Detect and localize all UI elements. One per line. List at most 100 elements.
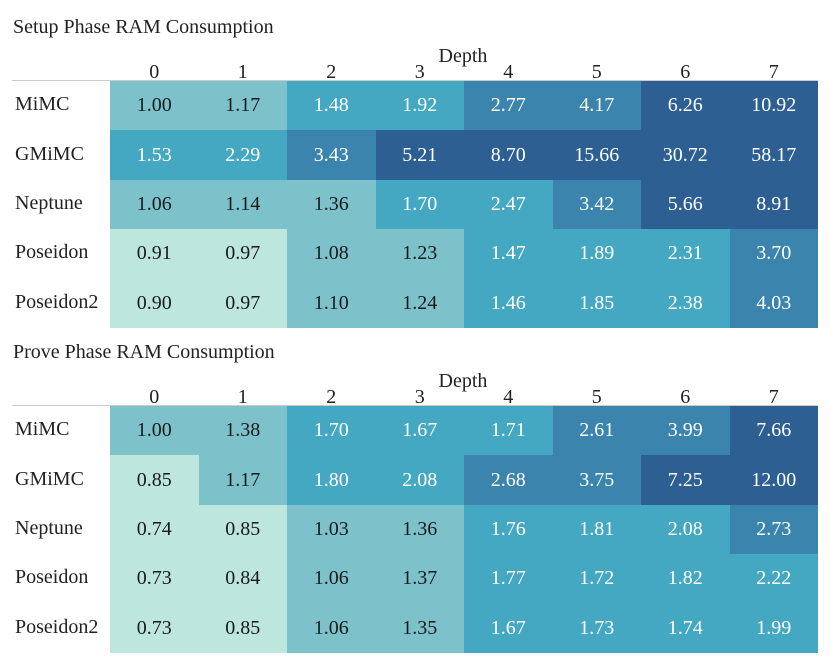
heatmap-cell: 0.85 [110,455,199,505]
row-label-poseidon: Poseidon [15,241,89,264]
row-label-mimc: MiMC [15,418,70,441]
heatmap-cell: 1.67 [464,603,553,653]
heatmap-cell: 1.85 [552,278,641,328]
column-tick-1: 1 [237,386,248,408]
x-axis-label-text: Depth [438,45,488,67]
column-tick-4: 4 [503,61,514,83]
heatmap-cell: 1.92 [375,81,464,131]
heatmap-cell: 6.26 [641,81,730,131]
chart-title: Setup Phase RAM Consumption [13,16,274,38]
heatmap-cell: 1.14 [198,179,287,230]
row-label-neptune: Neptune [15,516,83,539]
heatmap-cell: 0.84 [198,554,287,604]
heatmap-cell: 2.61 [552,406,641,456]
column-tick-3: 3 [414,61,425,83]
heatmap-cell: 1.00 [110,406,199,456]
heatmap-cell: 1.35 [375,603,464,653]
heatmap-cell: 1.53 [110,130,199,180]
column-tick-6: 6 [680,386,691,408]
heatmap-cell: 0.85 [198,603,287,653]
heatmap-cell: 1.71 [464,406,553,456]
heatmap-cell: 2.08 [641,504,730,555]
heatmap-cell: 0.91 [110,229,199,279]
heatmap-cell: 2.73 [729,504,818,555]
heatmap-cell: 1.82 [641,554,730,604]
x-axis-label-text: Depth [438,370,488,392]
heatmap-cell: 2.47 [464,179,553,230]
setup-heatmap: Setup Phase RAM Consumption Depth 0 1 2 3 4 5… [0,0,830,328]
row-label-poseidon: Poseidon [15,566,89,589]
heatmap-cell: 1.03 [287,504,376,555]
heatmap-cell: 3.42 [552,179,641,230]
column-ticks: 0 1 2 3 4 5 6 7 [110,386,818,408]
heatmap-cell: 15.66 [552,130,641,180]
heatmap-cell: 7.25 [641,455,730,505]
heatmap-cell: 4.03 [729,278,818,328]
heatmap-grid: 1.00 1.38 1.70 1.67 1.71 2.61 3.99 7.66 0.85 1.17… [110,405,818,653]
heatmap-cell: 1.99 [729,603,818,653]
heatmap-cell: 1.38 [198,406,287,456]
heatmap-cell: 0.73 [110,603,199,653]
heatmap-cell: 2.22 [729,554,818,604]
heatmap-cell: 0.85 [198,504,287,555]
heatmap-cell: 1.06 [287,554,376,604]
row-label-poseidon2: Poseidon2 [15,615,99,638]
heatmap-cell: 1.72 [552,554,641,604]
row-label-separator [12,405,110,406]
column-ticks: 0 1 2 3 4 5 6 7 [110,61,818,83]
heatmap-cell: 5.21 [375,130,464,180]
heatmap-cell: 1.81 [552,504,641,555]
heatmap-cell: 3.75 [552,455,641,505]
heatmap-cell: 1.37 [375,554,464,604]
heatmap-cell: 1.36 [375,504,464,555]
row-label-mimc: MiMC [15,93,70,116]
column-tick-6: 6 [680,61,691,83]
heatmap-cell: 1.47 [464,229,553,279]
heatmap-cell: 2.31 [641,229,730,279]
column-tick-7: 7 [768,386,779,408]
heatmap-cell: 1.06 [287,603,376,653]
heatmap-grid: 1.00 1.17 1.48 1.92 2.77 4.17 6.26 10.92 1.53 2.2… [110,80,818,328]
heatmap-cell: 3.43 [287,130,376,180]
heatmap-cell: 1.36 [287,179,376,230]
heatmap-cell: 2.77 [464,81,553,131]
row-label-poseidon2: Poseidon2 [15,290,99,313]
heatmap-cell: 0.97 [198,229,287,279]
column-tick-1: 1 [237,61,248,83]
row-label-gmimc: GMiMC [15,467,84,490]
heatmap-cell: 1.80 [287,455,376,505]
heatmap-cell: 7.66 [729,406,818,456]
heatmap-cell: 1.17 [198,455,287,505]
heatmap-cell: 8.91 [729,179,818,230]
row-label-gmimc: GMiMC [15,142,84,165]
column-tick-0: 0 [149,386,160,408]
heatmap-cell: 1.24 [375,278,464,328]
heatmap-cell: 1.00 [110,81,199,131]
row-label-neptune: Neptune [15,191,83,214]
heatmap-cell: 2.08 [375,455,464,505]
heatmap-cell: 1.10 [287,278,376,328]
heatmap-cell: 1.70 [375,179,464,230]
heatmap-cell: 8.70 [464,130,553,180]
heatmap-cell: 5.66 [641,179,730,230]
heatmap-cell: 2.38 [641,278,730,328]
column-tick-3: 3 [414,386,425,408]
heatmap-cell: 1.17 [198,81,287,131]
heatmap-cell: 1.73 [552,603,641,653]
column-tick-4: 4 [503,386,514,408]
heatmap-cell: 1.06 [110,179,199,230]
column-tick-5: 5 [591,61,602,83]
heatmap-cell: 1.48 [287,81,376,131]
heatmap-cell: 0.74 [110,504,199,555]
column-tick-2: 2 [326,386,337,408]
heatmap-cell: 1.76 [464,504,553,555]
heatmap-cell: 0.97 [198,278,287,328]
heatmap-cell: 1.74 [641,603,730,653]
heatmap-cell: 0.73 [110,554,199,604]
chart-title: Prove Phase RAM Consumption [13,341,275,363]
row-label-separator [12,80,110,81]
column-tick-7: 7 [768,61,779,83]
heatmap-cell: 12.00 [729,455,818,505]
heatmap-cell: 1.08 [287,229,376,279]
heatmap-cell: 4.17 [552,81,641,131]
